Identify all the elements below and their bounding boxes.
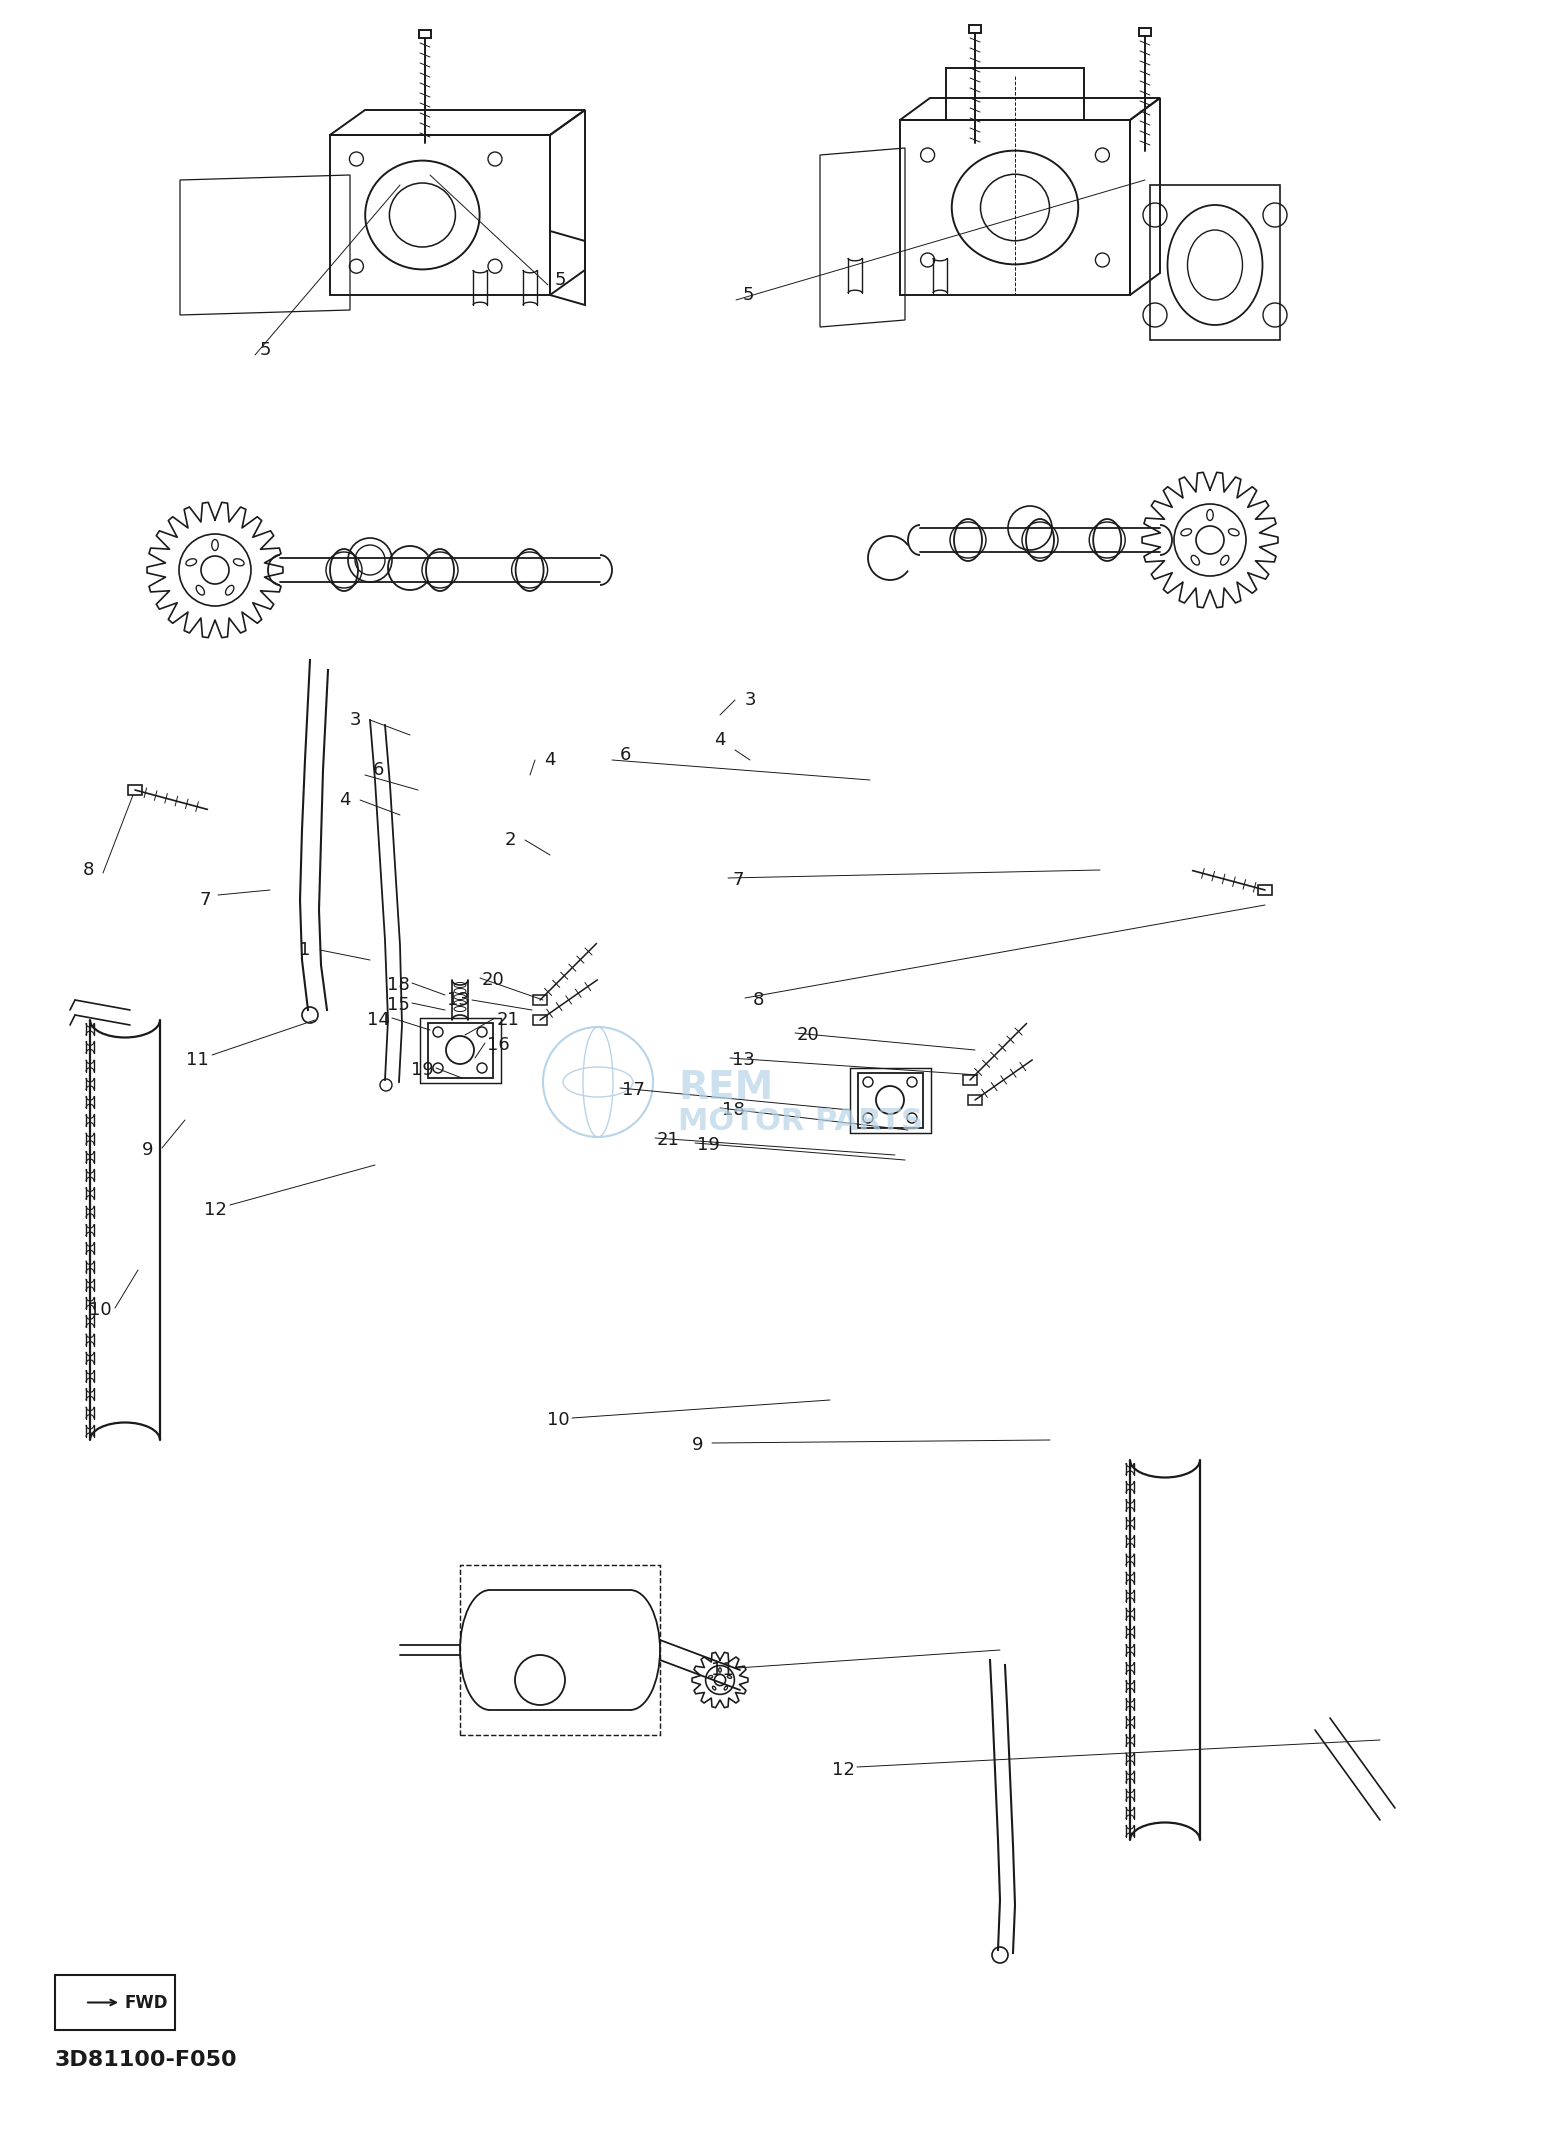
Text: 6: 6	[372, 760, 384, 779]
Text: 13: 13	[731, 1052, 754, 1069]
Bar	[419, 30, 432, 38]
Bar	[850, 1067, 930, 1133]
Text: 20: 20	[481, 971, 504, 990]
Text: 5: 5	[259, 341, 271, 360]
Text: 7: 7	[199, 892, 211, 909]
Text: 6: 6	[620, 745, 631, 764]
Text: MOTOR PARTS: MOTOR PARTS	[678, 1107, 924, 1137]
Bar	[427, 1022, 492, 1077]
Bar	[968, 1094, 982, 1105]
Bar	[968, 26, 981, 34]
Text: 15: 15	[387, 996, 410, 1013]
Text: 18: 18	[722, 1101, 745, 1120]
Text: 4: 4	[544, 752, 555, 769]
Bar	[1258, 886, 1272, 894]
Text: 9: 9	[692, 1435, 703, 1454]
Text: 13: 13	[447, 990, 469, 1009]
Text: 21: 21	[657, 1130, 680, 1150]
Text: 20: 20	[797, 1026, 819, 1043]
Text: 1: 1	[299, 941, 310, 958]
Text: 10: 10	[89, 1301, 111, 1320]
Bar	[534, 1016, 547, 1024]
Text: 8: 8	[752, 990, 763, 1009]
Text: 4: 4	[339, 792, 350, 809]
Bar	[1140, 28, 1150, 36]
Text: 12: 12	[831, 1761, 854, 1780]
Text: 21: 21	[497, 1011, 520, 1028]
Bar	[460, 1565, 660, 1735]
Text: 3: 3	[348, 711, 361, 728]
Text: 11: 11	[185, 1052, 208, 1069]
Text: 7: 7	[732, 871, 743, 890]
Text: 10: 10	[547, 1412, 569, 1429]
Text: 14: 14	[367, 1011, 390, 1028]
Bar	[128, 786, 142, 794]
Text: 3: 3	[745, 692, 756, 709]
Bar	[534, 994, 547, 1005]
Text: 16: 16	[487, 1037, 509, 1054]
Bar	[964, 1075, 978, 1086]
Text: 11: 11	[711, 1661, 734, 1680]
Bar	[419, 1018, 501, 1082]
Text: 3D81100-F050: 3D81100-F050	[56, 2050, 237, 2069]
Text: 19: 19	[697, 1137, 720, 1154]
Text: 18: 18	[387, 975, 409, 994]
Text: 5: 5	[742, 285, 754, 304]
Text: 17: 17	[621, 1082, 645, 1099]
Text: REM: REM	[678, 1069, 774, 1107]
Text: 5: 5	[554, 270, 566, 290]
Text: 9: 9	[142, 1141, 154, 1158]
Bar	[857, 1073, 922, 1128]
Text: 12: 12	[204, 1201, 227, 1220]
Bar	[56, 1976, 174, 2029]
Text: 19: 19	[410, 1060, 433, 1079]
Text: FWD: FWD	[125, 1993, 168, 2012]
Text: 4: 4	[714, 730, 726, 749]
Text: 2: 2	[504, 830, 515, 849]
Text: 8: 8	[82, 860, 94, 879]
